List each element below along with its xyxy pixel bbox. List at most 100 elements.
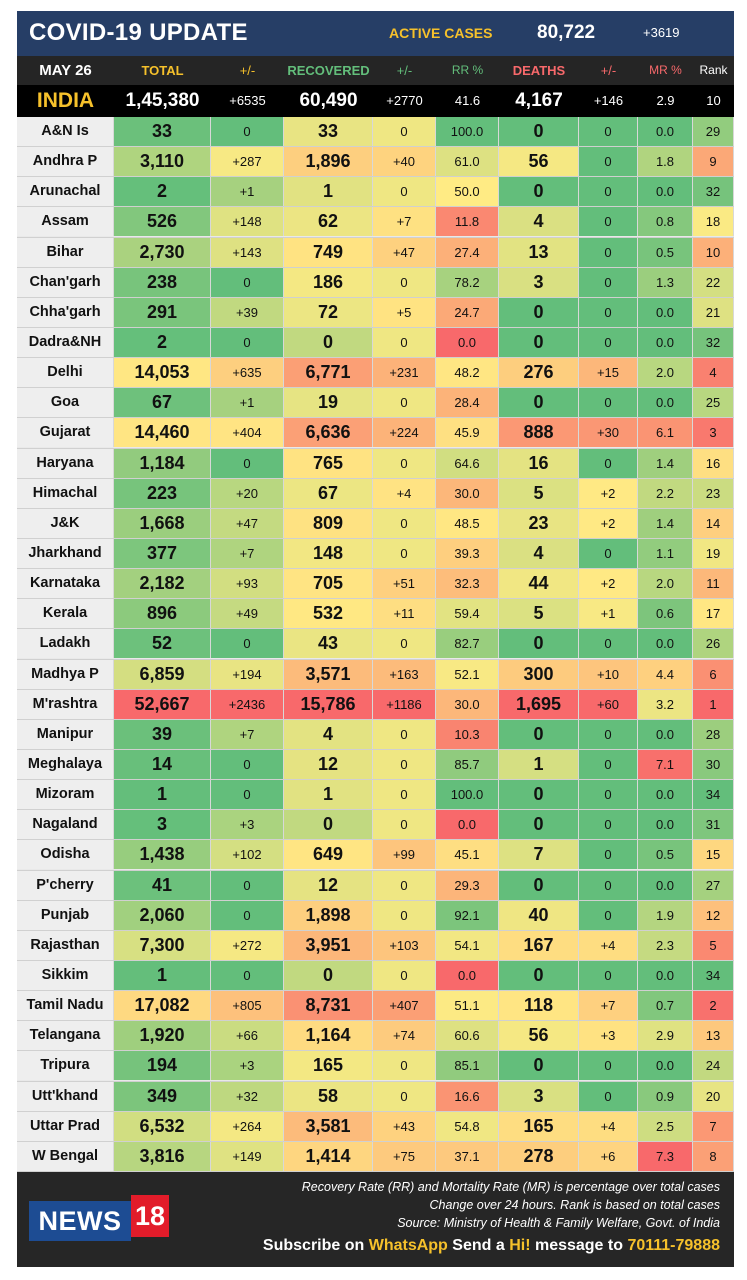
cell-total: 3,110 [114,147,211,177]
table-row: Odisha 1,438 +102 649 +99 45.1 7 0 0.5 15 [17,840,734,871]
cell-rr: 100.0 [436,780,499,810]
table-row: Manipur 39 +7 4 0 10.3 0 0 0.0 28 [17,719,734,750]
state-name: Rajasthan [17,930,114,960]
state-name: Odisha [17,840,114,870]
cell-deaths: 0 [499,810,579,840]
cell-dd: 0 [579,207,638,237]
cell-td: +1 [211,177,284,207]
cell-rd: 0 [373,388,436,418]
cell-td: 0 [211,117,284,146]
cell-rank: 16 [693,448,734,478]
table-row: Tamil Nadu 17,082 +805 8,731 +407 51.1 118 +7 0.… [17,991,734,1022]
table-row: Delhi 14,053 +635 6,771 +231 48.2 276 +15 2.0 4 [17,358,734,389]
cell-dd: +1 [579,599,638,629]
cell-rec: 3,571 [284,659,373,689]
cell-deaths: 23 [499,508,579,538]
cell-total: 3,816 [114,1141,211,1171]
cell-td: 0 [211,267,284,297]
cell-total: 1,668 [114,508,211,538]
cell-mr: 2.5 [638,1111,693,1141]
cell-td: 0 [211,780,284,810]
cell-mr: 1.9 [638,900,693,930]
covid-update-card: COVID-19 UPDATE ACTIVE CASES 80,722 +361… [17,11,734,1267]
cell-rd: 0 [373,1051,436,1081]
cell-rd: +51 [373,569,436,599]
state-name: Telangana [17,1021,114,1051]
total-header: TOTAL [141,63,184,78]
cell-deaths: 0 [499,388,579,418]
cell-rr: 51.1 [436,991,499,1021]
cell-deaths: 4 [499,207,579,237]
cell-td: +93 [211,569,284,599]
india-deaths-delta: +146 [593,93,624,108]
cell-deaths: 0 [499,117,579,146]
cell-rr: 85.1 [436,1051,499,1081]
cell-rank: 1 [693,689,734,719]
cell-mr: 0.5 [638,237,693,267]
table-row: P'cherry 41 0 12 0 29.3 0 0 0.0 27 [17,870,734,901]
cell-total: 526 [114,207,211,237]
cell-td: 0 [211,749,284,779]
cell-rr: 82.7 [436,629,499,659]
cell-dd: 0 [579,1051,638,1081]
cell-rec: 1,414 [284,1141,373,1171]
cell-rec: 765 [284,448,373,478]
cell-total: 39 [114,719,211,749]
cell-total: 17,082 [114,991,211,1021]
cell-deaths: 0 [499,1051,579,1081]
state-name: Gujarat [17,418,114,448]
india-recovered-delta: +2770 [386,93,423,108]
table-row: Ladakh 52 0 43 0 82.7 0 0 0.0 26 [17,629,734,660]
cell-deaths: 0 [499,327,579,357]
table-row: Rajasthan 7,300 +272 3,951 +103 54.1 167 +4 2.3 5 [17,930,734,961]
subscribe-hi: Hi! [509,1237,531,1254]
cell-total: 1,184 [114,448,211,478]
cell-rank: 7 [693,1111,734,1141]
cell-rank: 23 [693,478,734,508]
active-cases-value: 80,722 [537,22,596,43]
cell-rec: 0 [284,327,373,357]
subscribe-banner: Subscribe on WhatsApp Send a Hi! message… [263,1237,720,1255]
cell-rec: 749 [284,237,373,267]
cell-mr: 0.0 [638,327,693,357]
cell-total: 6,532 [114,1111,211,1141]
cell-total: 67 [114,388,211,418]
cell-deaths: 0 [499,870,579,900]
cell-td: 0 [211,870,284,900]
cell-rank: 3 [693,418,734,448]
page-title: COVID-19 UPDATE [29,19,248,46]
table-row: W Bengal 3,816 +149 1,414 +75 37.1 278 +6 7.3 8 [17,1141,734,1172]
cell-td: +149 [211,1141,284,1171]
cell-dd: 0 [579,267,638,297]
footnote-rates: Recovery Rate (RR) and Mortality Rate (M… [301,1180,720,1194]
cell-total: 1 [114,780,211,810]
table-row: Karnataka 2,182 +93 705 +51 32.3 44 +2 2.0 11 [17,569,734,600]
cell-total: 377 [114,538,211,568]
cell-rr: 0.0 [436,810,499,840]
cell-rank: 6 [693,659,734,689]
table-row: Tripura 194 +3 165 0 85.1 0 0 0.0 24 [17,1051,734,1082]
table-row: Assam 526 +148 62 +7 11.8 4 0 0.8 18 [17,207,734,238]
cell-td: +264 [211,1111,284,1141]
cell-rank: 8 [693,1141,734,1171]
india-recovered: 60,490 [299,90,358,111]
footnote-source: Source: Ministry of Health & Family Welf… [397,1216,720,1230]
footnotes: Recovery Rate (RR) and Mortality Rate (M… [302,1178,720,1232]
cell-rank: 18 [693,207,734,237]
cell-rr: 10.3 [436,719,499,749]
cell-rr: 54.8 [436,1111,499,1141]
cell-td: +49 [211,599,284,629]
cell-total: 7,300 [114,930,211,960]
cell-rr: 59.4 [436,599,499,629]
cell-rr: 30.0 [436,478,499,508]
cell-rd: +5 [373,297,436,327]
cell-mr: 0.0 [638,629,693,659]
cell-dd: 0 [579,749,638,779]
cell-dd: 0 [579,810,638,840]
cell-mr: 0.0 [638,117,693,146]
cell-rr: 39.3 [436,538,499,568]
cell-dd: +7 [579,991,638,1021]
cell-mr: 1.8 [638,147,693,177]
cell-rd: 0 [373,780,436,810]
cell-dd: +6 [579,1141,638,1171]
